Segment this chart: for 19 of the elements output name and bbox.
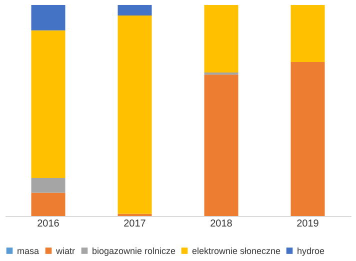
- bar: [118, 5, 152, 16]
- x-tick-label: 2019: [296, 218, 320, 230]
- legend-label: elektrownie słoneczne: [192, 246, 281, 256]
- bar: [31, 192, 66, 216]
- bar: [31, 5, 66, 30]
- bar: [290, 5, 325, 62]
- legend-label: wiatr: [55, 246, 76, 256]
- x-tick-label: 2018: [210, 218, 233, 230]
- bar: [204, 74, 238, 216]
- legend-label: hydroe: [297, 246, 325, 256]
- bar: [118, 16, 152, 214]
- x-tick-label: 2017: [124, 218, 146, 230]
- bar: [290, 62, 325, 216]
- legend-label: biogazownie rolnicze: [92, 246, 176, 256]
- bar: [31, 178, 66, 193]
- legend-label: masa: [17, 246, 40, 256]
- x-tick-label: 2016: [37, 218, 60, 230]
- bar: [31, 30, 66, 178]
- bar: [204, 5, 238, 73]
